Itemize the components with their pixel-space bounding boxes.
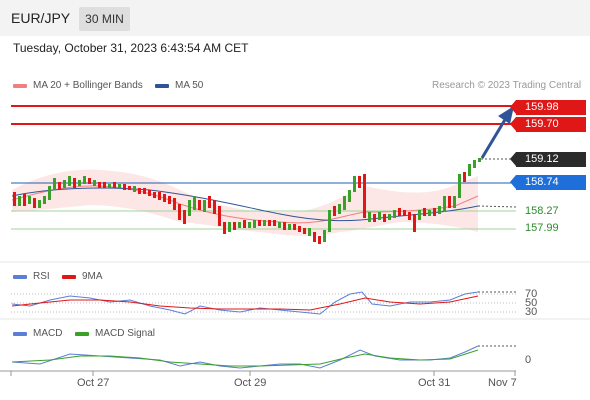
resistance-1-tag: 159.70 (510, 117, 586, 132)
pivot-tag: 158.74 (510, 175, 586, 190)
legend-swatch-ma50 (155, 83, 169, 88)
legend-label-macd-signal: MACD Signal (95, 328, 156, 339)
legend-label-9ma: 9MA (82, 271, 103, 282)
legend-rsi: RSI (13, 271, 50, 282)
legend-label-ma20: MA 20 + Bollinger Bands (33, 80, 143, 91)
rsi-9ma-line (11, 295, 479, 311)
legend-swatch-rsi (13, 274, 27, 279)
legend-swatch-9ma (62, 274, 76, 279)
x-label-oct29: Oct 29 (234, 377, 267, 389)
chart-header: EUR/JPY 30 MIN (0, 0, 590, 36)
last-price-tag: 159.12 (510, 152, 586, 167)
rsi-label-70: 70 (525, 288, 538, 300)
macd-line (11, 345, 479, 369)
chart-datetime: Tuesday, October 31, 2023 6:43:54 AM CET (13, 41, 249, 55)
legend-ma20: MA 20 + Bollinger Bands (13, 80, 143, 91)
ma50-dotted (477, 205, 517, 208)
x-label-oct27: Oct 27 (77, 377, 110, 389)
timeframe-button[interactable]: 30 MIN (79, 7, 130, 31)
rsi-label-50: 50 (525, 297, 538, 309)
legend-swatch-macd (13, 331, 27, 336)
research-credit: Research © 2023 Trading Central (432, 80, 582, 91)
legend-macd: MACD (13, 328, 62, 339)
legend-label-rsi: RSI (33, 271, 50, 282)
x-label-nov7: Nov 7 (488, 377, 517, 389)
legend-swatch-macd-signal (75, 331, 89, 336)
legend-ma50: MA 50 (155, 80, 203, 91)
symbol-title: EUR/JPY (11, 10, 71, 26)
legend-label-macd: MACD (33, 328, 63, 339)
resistance-2-tag: 159.98 (510, 100, 586, 115)
rsi-label-30: 30 (525, 306, 538, 318)
x-label-oct31: Oct 31 (418, 377, 451, 389)
macd-signal-line (11, 349, 479, 367)
forecast-arrow-shaft (480, 117, 508, 159)
macd-zero-label: 0 (525, 354, 532, 366)
candlesticks (13, 158, 481, 244)
support-2-label: 157.99 (525, 222, 559, 234)
support-1-label: 158.27 (525, 205, 559, 217)
legend-rsi-9ma: 9MA (62, 271, 103, 282)
legend-label-ma50: MA 50 (175, 80, 204, 91)
legend-macd-signal: MACD Signal (75, 328, 155, 339)
legend-swatch-ma20 (13, 83, 27, 88)
